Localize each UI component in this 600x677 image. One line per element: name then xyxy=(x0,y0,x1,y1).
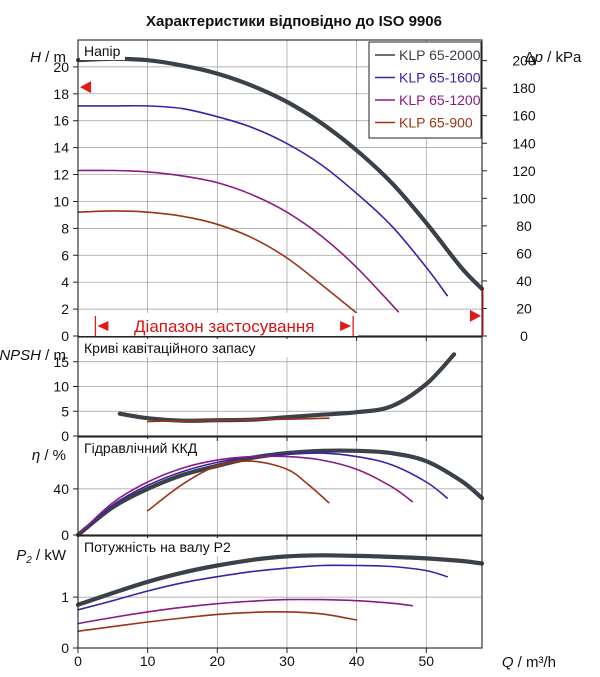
head-y2tick-label-60: 60 xyxy=(516,245,532,261)
range-start-arrow xyxy=(97,321,109,331)
head-series-klp-65-1600 xyxy=(77,104,448,297)
head-ytick-label-8: 8 xyxy=(61,220,69,236)
efficiency-series-klp-65-900 xyxy=(146,460,330,512)
npsh-title-bg xyxy=(80,339,289,357)
power-ytick-label-1: 1 xyxy=(61,589,69,605)
head-y2tick-label-120: 120 xyxy=(512,163,536,179)
efficiency-series-klp-65-2000 xyxy=(75,448,485,538)
head-y2tick-label-40: 40 xyxy=(516,273,532,289)
npsh-y-axis-label: NPSH / m xyxy=(0,347,66,364)
range-right-marker xyxy=(470,309,481,322)
power-ytick-label-0: 0 xyxy=(61,640,69,656)
head-y2tick-label-140: 140 xyxy=(512,135,536,151)
x-tick-label-50: 50 xyxy=(418,653,434,669)
power-series-klp-65-1600 xyxy=(77,564,448,611)
x-tick-label-10: 10 xyxy=(140,653,156,669)
head-ytick-label-14: 14 xyxy=(53,140,69,156)
power-series-klp-65-900 xyxy=(77,610,358,632)
head-y2tick-label-20: 20 xyxy=(516,300,532,316)
head-y2tick-label-160: 160 xyxy=(512,108,536,124)
efficiency-title-bg xyxy=(80,439,211,457)
chart-title: Характеристики відповідно до ISO 9906 xyxy=(146,13,442,30)
head-y2-axis-label: Δp / kPa xyxy=(525,49,582,66)
head-y2tick-label-100: 100 xyxy=(512,190,536,206)
npsh-ytick-label-5: 5 xyxy=(61,403,69,419)
series-layer xyxy=(75,56,485,632)
range-bar-bg xyxy=(79,313,359,336)
power-title: Потужність на валу P2 xyxy=(84,539,231,555)
frame-layer xyxy=(73,39,487,653)
head-ytick-label-18: 18 xyxy=(53,86,69,102)
head-series-klp-65-2000 xyxy=(75,56,485,291)
efficiency-series-klp-65-1200 xyxy=(77,455,414,536)
efficiency-ytick-label-0: 0 xyxy=(61,527,69,543)
efficiency-title: Гідравлічний ККД xyxy=(84,440,198,456)
x-axis-label: Q / m³/h xyxy=(502,654,556,671)
power-frame xyxy=(77,535,483,649)
legend-label-klp-65-900: KLP 65-900 xyxy=(399,115,473,131)
npsh-ytick-label-10: 10 xyxy=(53,379,69,395)
range-left-marker xyxy=(80,81,91,94)
range-end-arrow xyxy=(340,321,352,331)
head-title-bg xyxy=(80,42,125,60)
power-series-klp-65-2000 xyxy=(75,553,485,607)
head-ytick-label-4: 4 xyxy=(61,274,69,290)
efficiency-frame xyxy=(77,436,483,536)
npsh-frame xyxy=(77,336,483,437)
head-title: Напір xyxy=(84,43,121,59)
x-tick-label-0: 0 xyxy=(74,653,82,669)
x-tick-label-40: 40 xyxy=(349,653,365,669)
text-layer: 0246810121416182002040608010012014016018… xyxy=(0,43,582,671)
head-ytick-label-12: 12 xyxy=(53,167,69,183)
npsh-ytick-label-0: 0 xyxy=(61,428,69,444)
npsh-ytick-label-15: 15 xyxy=(53,354,69,370)
power-title-bg xyxy=(80,538,250,556)
head-ytick-label-0: 0 xyxy=(61,328,69,344)
efficiency-y-axis-label: η / % xyxy=(32,447,66,464)
head-series-klp-65-1200 xyxy=(77,169,400,313)
legend-label-klp-65-1600: KLP 65-1600 xyxy=(399,70,481,86)
head-series-klp-65-900 xyxy=(77,210,358,314)
head-ytick-label-16: 16 xyxy=(53,113,69,129)
power-y-axis-label: P2 / kW xyxy=(16,547,67,566)
npsh-title: Криві кавітаційного запасу xyxy=(84,340,256,356)
head-ytick-label-6: 6 xyxy=(61,247,69,263)
head-ytick-label-20: 20 xyxy=(53,59,69,75)
head-y2tick-label-180: 180 xyxy=(512,80,536,96)
x-tick-label-20: 20 xyxy=(210,653,226,669)
efficiency-ytick-label-40: 40 xyxy=(53,481,69,497)
head-y-axis-label: H / m xyxy=(30,49,66,66)
efficiency-series-klp-65-1600 xyxy=(77,452,448,536)
power-series-klp-65-1200 xyxy=(77,598,414,625)
x-tick-label-30: 30 xyxy=(279,653,295,669)
legend-label-klp-65-1200: KLP 65-1200 xyxy=(399,92,481,108)
head-y2tick-label-0: 0 xyxy=(520,328,528,344)
head-y2tick-label-80: 80 xyxy=(516,218,532,234)
head-y2tick-label-200: 200 xyxy=(512,53,536,69)
head-ytick-label-10: 10 xyxy=(53,193,69,209)
range-label: Діапазон застосування xyxy=(134,317,314,336)
head-ytick-label-2: 2 xyxy=(61,301,69,317)
npsh-series-klp-65-900 xyxy=(146,417,330,423)
legend-label-klp-65-2000: KLP 65-2000 xyxy=(399,47,481,63)
